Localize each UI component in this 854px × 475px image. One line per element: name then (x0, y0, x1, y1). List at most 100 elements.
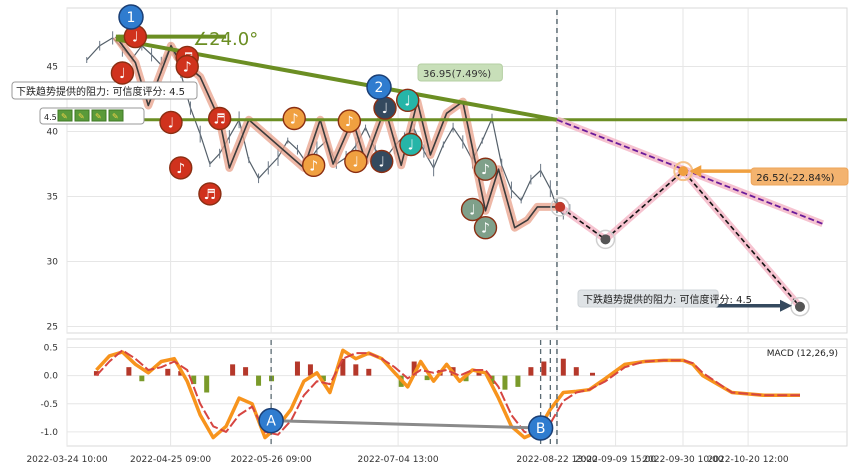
macd-dif-line (95, 348, 800, 440)
numbered-marker-label: 1 (127, 10, 136, 26)
music-note-icon: ♩ (119, 66, 126, 82)
music-note-marker[interactable] (473, 157, 498, 181)
macd-histogram-bar (589, 372, 595, 376)
channel-line (556, 118, 824, 225)
macd-histogram-bar (424, 375, 430, 381)
prediction-node (794, 301, 805, 312)
macd-histogram-bar (489, 375, 495, 385)
letter-marker[interactable] (258, 407, 284, 434)
music-note-icon: ♪ (290, 112, 299, 128)
x-tick-label: 2022-10-20 12:00 (708, 455, 789, 465)
x-tick-label: 2022-09-09 15:00 (575, 455, 656, 465)
pencil-icon: ✎ (95, 112, 102, 121)
music-note-icon: ♬ (213, 112, 226, 128)
price-y-tick-label: 35 (47, 193, 58, 203)
macd-histogram-bar (366, 368, 372, 376)
music-note-marker[interactable] (282, 106, 306, 131)
macd-histogram-bar (340, 358, 346, 376)
music-note-marker[interactable] (473, 215, 498, 240)
music-note-marker[interactable] (301, 153, 326, 178)
x-tick-label: 2022-05-26 09:00 (231, 455, 312, 465)
macd-plot-frame (66, 338, 848, 447)
macd-histogram-bar (126, 367, 132, 376)
macd-histogram-bar (528, 367, 534, 376)
pencil-icon: ✎ (112, 112, 119, 121)
macd-y-tick-label: -1.0 (40, 428, 58, 438)
music-note-marker[interactable] (175, 54, 199, 79)
mini-badge (91, 109, 107, 122)
music-note-marker[interactable] (110, 61, 135, 85)
up-target-arrow-head (689, 165, 702, 178)
prediction-path (559, 169, 801, 308)
annotation-text: 26.52(-22.84%) (756, 173, 834, 184)
macd-histogram-bar (476, 371, 482, 376)
annotation-box (750, 167, 849, 186)
music-note-marker[interactable] (399, 132, 423, 157)
macd-histogram-bar (93, 371, 99, 376)
annotation-box (417, 63, 503, 82)
music-note-icon: ♪ (176, 161, 185, 177)
music-note-marker[interactable] (198, 182, 222, 206)
prediction-node-ring (790, 296, 810, 317)
pencil-icon: ✎ (78, 112, 85, 121)
music-note-marker[interactable] (169, 156, 193, 180)
mini-badge (74, 109, 90, 122)
macd-y-axis: -1.0 -0.5 0.0 0.5 (40, 343, 58, 437)
macd-panel: -1.0 -0.5 0.0 0.5 A B MACD (12,26,9) (40, 338, 848, 447)
x-tick-label: 2022-07-04 13:00 (358, 455, 439, 465)
x-axis: 2022-03-24 10:00 2022-04-25 09:00 2022-05-… (26, 455, 788, 465)
music-note-marker[interactable] (370, 149, 394, 174)
macd-histogram-bar (230, 364, 236, 376)
letter-marker-label: A (266, 414, 276, 430)
music-note-icon: ♩ (382, 101, 389, 117)
macd-histogram-bar (294, 361, 300, 376)
annotation-text: 36.95(7.49%) (423, 69, 491, 80)
numbered-marker[interactable] (366, 74, 392, 100)
x-tick-label: 2022-08-22 13:00 (516, 455, 597, 465)
price-y-tick-label: 25 (47, 323, 58, 333)
macd-series-layer (93, 348, 800, 440)
macd-histogram-bar (243, 367, 249, 376)
music-note-marker[interactable] (337, 109, 362, 133)
x-tick-label: 2022-09-30 10:00 (642, 455, 723, 465)
letter-marker[interactable] (527, 415, 554, 441)
music-note-marker[interactable] (207, 106, 232, 131)
price-y-axis: 25 30 35 40 45 (47, 63, 59, 333)
music-note-icon: ♪ (481, 221, 490, 237)
music-note-icon: ♬ (204, 187, 217, 203)
macd-histogram-bar (515, 375, 521, 387)
resistance-note-text: 下跌趋势提供的阻力: 可信度评分: 4.5 (16, 85, 185, 98)
annotation-text: 下跌趋势提供的阻力: 可信度评分: 4.5 (583, 293, 752, 306)
macd-histogram-bar (541, 361, 547, 376)
mini-badge (108, 109, 124, 122)
music-note-icon: ♩ (353, 154, 360, 170)
numbered-marker[interactable] (118, 4, 144, 30)
macd-histogram-bar (353, 364, 359, 376)
resistance-note-box (11, 81, 198, 100)
price-y-tick-label: 45 (47, 63, 58, 73)
price-y-tick-label: 30 (47, 258, 59, 268)
music-note-icon: ♪ (345, 114, 354, 130)
macd-histogram-bar (411, 361, 417, 376)
macd-y-tick-label: 0.5 (44, 343, 58, 353)
score-badge-text: 4.5 (44, 113, 57, 122)
macd-histogram-bar (573, 367, 579, 376)
macd-histogram-bar (560, 358, 566, 376)
prediction-node (600, 234, 611, 245)
music-note-marker[interactable] (460, 197, 485, 222)
divergence-line (271, 419, 541, 430)
macd-histogram-bar (204, 375, 210, 393)
x-tick-label: 2022-03-24 10:00 (26, 455, 107, 465)
macd-y-tick-label: -0.5 (40, 400, 58, 410)
music-note-marker[interactable] (159, 110, 183, 135)
music-note-marker[interactable] (344, 149, 368, 174)
annotation-box (577, 289, 719, 308)
prediction-node-ring (595, 229, 616, 250)
music-note-icon: ♩ (378, 154, 385, 170)
music-note-marker[interactable] (395, 88, 420, 113)
macd-histogram-bar (502, 375, 508, 390)
music-note-icon: ♩ (404, 93, 411, 109)
music-note-icon: ♩ (132, 30, 139, 46)
